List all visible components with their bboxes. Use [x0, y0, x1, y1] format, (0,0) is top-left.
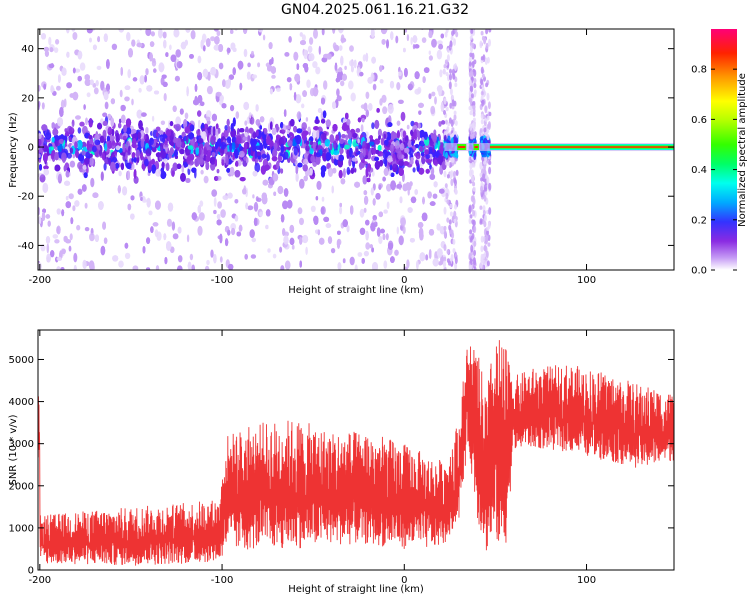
spectrogram-xtick-label: 100	[577, 275, 596, 286]
spectrogram-ylabel: Frequency (Hz)	[8, 112, 19, 188]
colorbar-label: Normalized spectral amplitude	[737, 73, 748, 227]
snr-ylabel: SNR (10 * v/v)	[8, 414, 19, 485]
colorbar-ticks: 0.0 0.2 0.4 0.6 0.8	[691, 65, 737, 277]
snr-ytick-label: 3000	[9, 439, 34, 450]
spectrogram-heatmap	[38, 29, 674, 270]
snr-ytick-label: 0	[28, 566, 34, 577]
spectrogram-xtick-label: -200	[28, 275, 51, 286]
snr-xtick-label: 100	[577, 575, 596, 586]
snr-xtick-label: -200	[28, 575, 51, 586]
colorbar-tick-label: 0.0	[691, 266, 707, 277]
colorbar-tick-label: 0.2	[691, 215, 707, 226]
snr-ytick-label: 1000	[9, 523, 34, 534]
snr-ytick-label: 4000	[9, 397, 34, 408]
spectrogram-ytick-label: 20	[21, 93, 34, 104]
snr-xtick-label: -100	[211, 575, 234, 586]
colorbar-tick-label: 0.4	[691, 165, 707, 176]
colorbar-gradient	[711, 29, 737, 270]
snr-frame	[37, 329, 675, 571]
snr-series	[38, 340, 674, 566]
spectrogram-ytick-label: -40	[18, 241, 34, 252]
snr-ytick-label: 5000	[9, 355, 34, 366]
snr-ytick-label: 2000	[9, 481, 34, 492]
spectrogram-ytick-label: -20	[18, 192, 34, 203]
spectrogram-frame	[37, 28, 675, 271]
colorbar-tick-label: 0.6	[691, 115, 707, 126]
colorbar: 0.0 0.2 0.4 0.6 0.8 Normalized spectral ampl…	[691, 29, 748, 277]
spectrogram-xlabel: Height of straight line (km)	[288, 285, 424, 296]
snr-xlabel: Height of straight line (km)	[288, 584, 424, 595]
spectrogram-ytick-label: 40	[21, 44, 34, 55]
spectrogram-xtick-label: -100	[211, 275, 234, 286]
spectrogram-ytick-label: 0	[28, 143, 34, 154]
chart-title: GN04.2025.061.16.21.G32	[280, 2, 470, 18]
spectrogram-xtick-label: 0	[401, 275, 407, 286]
snr-line	[38, 340, 674, 566]
colorbar-tick-label: 0.8	[691, 65, 707, 76]
snr-xtick-label: 0	[401, 575, 407, 586]
